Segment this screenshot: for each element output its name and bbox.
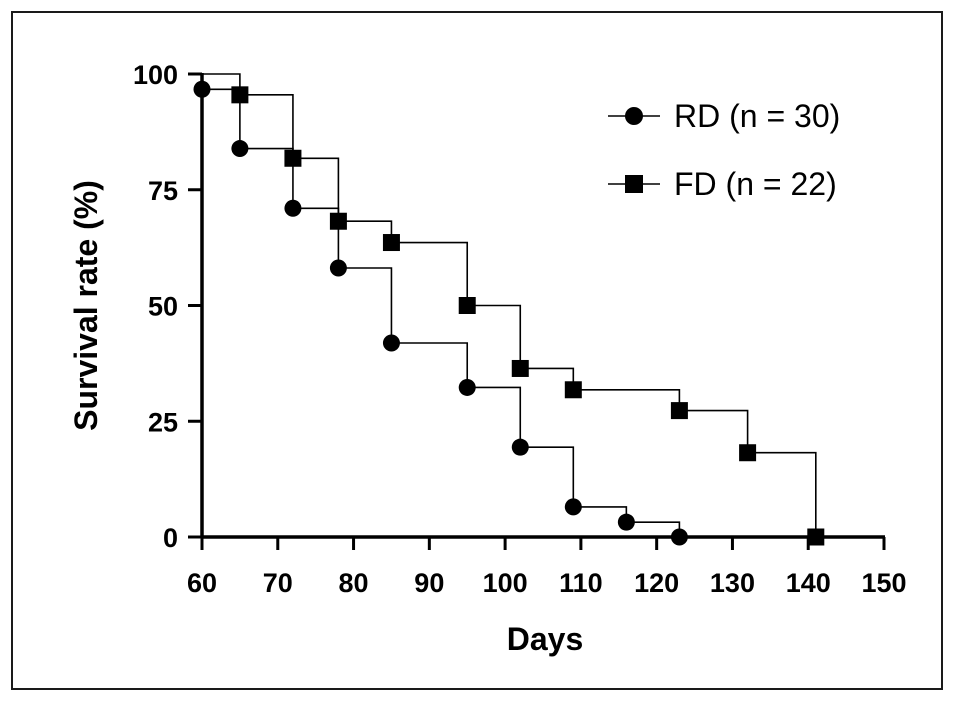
axes: 60 70 80 90 100 110 120 130 140 150 0 25 50 75 100 Days…	[68, 60, 907, 657]
legend-label-1: RD (n = 30)	[674, 98, 840, 134]
x-tick-label-130: 130	[710, 568, 755, 598]
data-point-2-6	[511, 359, 529, 377]
x-tick-label-80: 80	[339, 568, 369, 598]
figure-frame	[11, 11, 943, 690]
x-tick-label-60: 60	[187, 568, 217, 598]
y-axis-title: Survival rate (%)	[68, 180, 104, 431]
data-point-2-7	[564, 381, 582, 399]
series-line-2	[202, 73, 817, 537]
data-point-1-4	[329, 259, 347, 277]
data-point-1-7	[511, 438, 529, 456]
data-point-2-2	[284, 149, 302, 167]
data-point-2-4	[382, 234, 400, 252]
legend: RD (n = 30) FD (n = 22)	[608, 98, 840, 202]
data-point-1-2	[231, 140, 249, 158]
y-tick-label-100: 100	[133, 60, 178, 90]
survival-curves	[201, 73, 817, 537]
x-tick-label-110: 110	[559, 568, 603, 598]
data-point-1-8	[564, 498, 582, 516]
x-axis-title: Days	[507, 621, 584, 657]
data-point-2-5	[458, 297, 476, 314]
x-tick-label-70: 70	[263, 568, 293, 598]
y-tick-label-75: 75	[148, 176, 178, 206]
x-tick-label-120: 120	[634, 568, 679, 598]
data-point-2-1	[231, 86, 249, 104]
data-point-2-3	[329, 212, 347, 230]
legend-marker-1	[625, 107, 643, 125]
data-point-1-6	[458, 378, 476, 396]
legend-label-2: FD (n = 22)	[674, 166, 837, 202]
series-line-1	[201, 74, 681, 537]
x-tick-label-150: 150	[861, 568, 906, 598]
x-tick-label-90: 90	[414, 568, 444, 598]
data-point-1-9	[617, 513, 635, 531]
x-tick-label-140: 140	[786, 568, 831, 598]
data-markers	[193, 80, 825, 546]
data-point-1-5	[382, 334, 400, 352]
data-point-2-9	[739, 444, 757, 462]
legend-marker-2	[625, 175, 643, 193]
y-tick-label-25: 25	[148, 407, 178, 437]
data-point-1-3	[284, 199, 302, 217]
data-point-2-8	[670, 402, 688, 420]
y-tick-label-0: 0	[163, 523, 178, 553]
x-tick-label-100: 100	[483, 568, 528, 598]
y-tick-label-50: 50	[148, 292, 178, 322]
